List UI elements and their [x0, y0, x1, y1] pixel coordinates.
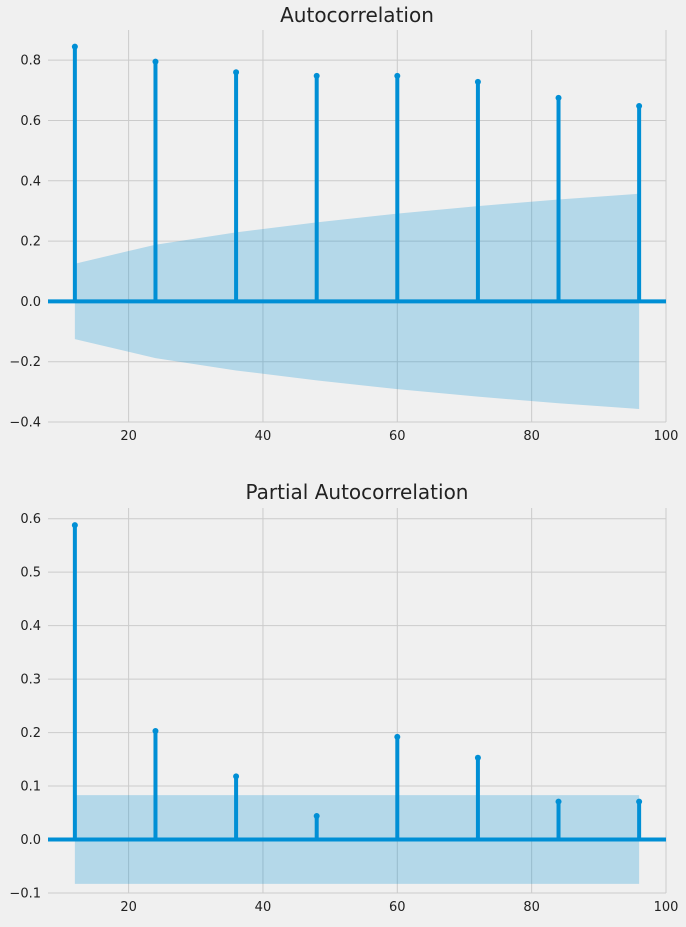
pacf-y-tick-label: 0.6 [20, 512, 41, 527]
acf-x-tick-label: 80 [523, 429, 540, 444]
partial-autocorrelation-title: Partial Autocorrelation [246, 480, 469, 504]
acf-x-tick-label: 20 [120, 429, 137, 444]
pacf-stem-marker [555, 798, 562, 805]
pacf-y-tick-label: 0.3 [20, 673, 41, 688]
acf-y-tick-label: −0.4 [9, 416, 41, 431]
acf-y-tick-label: −0.2 [9, 355, 41, 370]
pacf-stem-marker [394, 733, 401, 740]
pacf-stem-marker [474, 754, 481, 761]
pacf-x-tick-label: 20 [120, 900, 137, 915]
acf-y-tick-label: 0.6 [20, 114, 41, 129]
pacf-stem-marker [233, 773, 240, 780]
pacf-y-tick-label: 0.0 [20, 833, 41, 848]
autocorrelation-title: Autocorrelation [280, 3, 434, 27]
pacf-stem-marker [313, 813, 320, 819]
acf-stem-marker [474, 78, 481, 85]
pacf-stem-marker [636, 798, 643, 805]
acf-stem-marker [233, 69, 240, 76]
pacf-y-tick-label: 0.1 [20, 780, 41, 795]
pacf-y-tick-label: −0.1 [9, 887, 41, 902]
pacf-stem-marker [152, 727, 159, 734]
acf-y-tick-label: 0.8 [20, 54, 41, 69]
partial-autocorrelation-chart: Partial Autocorrelation 20 40 60 80 100 −0.1 0… [9, 480, 678, 915]
pacf-x-tick-label: 60 [389, 900, 406, 915]
pacf-plot-area [48, 508, 667, 894]
acf-stem-marker [313, 72, 320, 79]
acf-y-tick-label: 0.4 [20, 174, 41, 189]
acf-stem-marker [71, 43, 78, 50]
autocorrelation-chart: Autocorrelation 20 40 60 80 100 −0.4 −0.2 0.0 0.… [9, 3, 678, 444]
acf-x-tick-label: 60 [389, 429, 406, 444]
acf-stem-marker [555, 94, 562, 101]
pacf-y-tick-label: 0.2 [20, 726, 41, 741]
pacf-stem-marker [71, 522, 78, 529]
acf-plot-area [48, 30, 667, 423]
acf-x-tick-label: 40 [255, 429, 272, 444]
pacf-x-tick-label: 100 [654, 900, 679, 915]
acf-y-tick-label: 0.2 [20, 235, 41, 250]
acf-stem-marker [394, 72, 401, 79]
acf-stem-marker [636, 102, 643, 109]
pacf-y-tick-label: 0.5 [20, 566, 41, 581]
pacf-x-tick-label: 80 [523, 900, 540, 915]
acf-stem-marker [152, 58, 159, 65]
pacf-x-tick-label: 40 [255, 900, 272, 915]
acf-y-tick-label: 0.0 [20, 295, 41, 310]
pacf-y-tick-label: 0.4 [20, 619, 41, 634]
acf-x-tick-label: 100 [654, 429, 679, 444]
